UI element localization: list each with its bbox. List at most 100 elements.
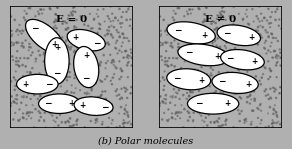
Point — [267, 67, 272, 70]
Point — [81, 103, 86, 105]
Point — [187, 95, 191, 98]
Point — [172, 28, 177, 31]
Point — [228, 59, 233, 61]
Point — [161, 19, 166, 21]
Point — [113, 17, 117, 19]
Point — [109, 34, 114, 37]
Point — [85, 60, 90, 63]
Point — [159, 55, 164, 58]
Point — [20, 42, 25, 44]
Point — [79, 100, 84, 102]
Point — [270, 125, 275, 128]
Point — [117, 98, 122, 100]
Text: −: − — [31, 24, 39, 33]
Point — [213, 28, 218, 31]
Point — [245, 96, 250, 98]
Point — [62, 20, 67, 23]
Point — [30, 111, 35, 114]
Point — [273, 56, 278, 58]
Point — [9, 45, 13, 47]
Point — [177, 71, 181, 73]
Point — [247, 23, 251, 26]
Point — [174, 71, 178, 73]
Point — [48, 113, 53, 115]
Point — [107, 108, 112, 111]
Point — [100, 123, 105, 125]
Point — [79, 49, 84, 51]
Point — [36, 50, 41, 52]
Point — [17, 120, 21, 122]
Point — [63, 92, 68, 94]
Point — [95, 34, 100, 36]
Point — [270, 56, 275, 59]
Point — [74, 29, 79, 31]
Point — [65, 79, 69, 81]
Point — [220, 7, 225, 9]
Point — [64, 28, 69, 31]
Point — [78, 15, 83, 17]
Point — [88, 96, 93, 98]
Point — [117, 78, 122, 80]
Point — [214, 75, 219, 78]
Point — [97, 22, 101, 25]
Point — [274, 114, 279, 117]
Point — [112, 61, 117, 63]
Point — [192, 87, 196, 90]
Point — [60, 66, 64, 69]
Point — [63, 50, 67, 52]
Point — [14, 30, 19, 32]
Point — [23, 28, 28, 31]
Point — [124, 56, 129, 58]
Point — [34, 127, 39, 129]
Point — [99, 80, 103, 83]
Point — [270, 37, 275, 39]
Point — [126, 114, 130, 117]
Point — [125, 89, 130, 91]
Point — [275, 61, 280, 63]
Point — [187, 116, 192, 118]
Point — [195, 71, 199, 73]
Point — [165, 34, 169, 36]
Point — [249, 98, 253, 101]
Point — [120, 41, 125, 44]
Point — [37, 119, 41, 122]
Point — [21, 117, 26, 119]
Point — [88, 13, 92, 15]
Point — [162, 79, 167, 81]
Point — [164, 102, 168, 105]
Point — [268, 69, 273, 72]
Point — [200, 94, 204, 97]
Point — [20, 78, 25, 81]
Point — [38, 94, 43, 97]
Point — [12, 76, 16, 79]
Point — [272, 50, 277, 52]
Point — [15, 29, 20, 31]
Point — [190, 8, 195, 11]
Point — [202, 20, 206, 22]
Point — [25, 57, 29, 60]
Point — [21, 96, 26, 99]
Point — [175, 92, 180, 95]
Point — [246, 63, 251, 65]
Point — [195, 107, 199, 110]
Point — [189, 12, 193, 15]
Text: +: + — [83, 51, 89, 60]
Point — [112, 26, 116, 28]
Point — [250, 8, 255, 10]
Point — [239, 110, 244, 112]
Point — [71, 124, 75, 127]
Point — [260, 20, 265, 22]
Point — [52, 126, 57, 129]
Point — [52, 32, 57, 34]
Point — [266, 112, 270, 115]
Point — [49, 85, 54, 87]
Point — [274, 111, 279, 114]
Point — [201, 74, 206, 76]
Point — [111, 20, 116, 22]
Point — [107, 26, 112, 28]
Point — [26, 49, 31, 52]
Point — [237, 113, 242, 115]
Point — [27, 43, 32, 45]
Point — [18, 30, 22, 32]
Point — [117, 94, 121, 96]
